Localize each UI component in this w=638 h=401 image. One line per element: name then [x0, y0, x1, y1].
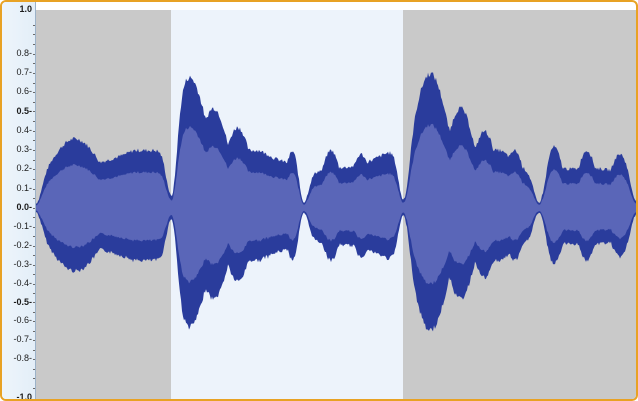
ruler-minor-tick — [33, 63, 35, 64]
ruler-minor-tick — [33, 83, 35, 84]
ruler-minor-tick — [33, 217, 35, 218]
ruler-minor-tick — [33, 284, 35, 285]
waveform-rms — [36, 123, 636, 285]
ruler-minor-tick — [33, 131, 35, 132]
ruler-minor-tick — [33, 73, 35, 74]
ruler-label: -0.8- — [13, 353, 32, 364]
ruler-label: -0.1- — [13, 220, 32, 231]
ruler-minor-tick — [33, 236, 35, 237]
ruler-label: 0.8- — [16, 47, 32, 58]
ruler-minor-tick — [33, 189, 35, 190]
ruler-minor-tick — [33, 160, 35, 161]
amplitude-ruler: 1.0 0.8- 0.7- 0.6- 0.5- 0.4- 0.3- 0.2- 0.1- 0.0- -… — [2, 2, 36, 401]
ruler-minor-tick — [33, 179, 35, 180]
ruler-minor-tick — [33, 255, 35, 256]
ruler-label: 1.0 — [19, 4, 32, 14]
ruler-minor-tick — [33, 92, 35, 93]
ruler-minor-tick — [33, 121, 35, 122]
ruler-minor-tick — [33, 302, 35, 303]
ruler-minor-tick — [33, 350, 35, 351]
ruler-minor-tick — [33, 331, 35, 332]
ruler-label: -0.6- — [13, 315, 32, 326]
ruler-minor-tick — [33, 293, 35, 294]
ruler-minor-tick — [33, 369, 35, 370]
ruler-label: -0.2- — [13, 239, 32, 250]
ruler-label: 0.3- — [16, 144, 32, 155]
ruler-label: -0.7- — [13, 334, 32, 345]
ruler-minor-tick — [33, 208, 35, 209]
ruler-minor-tick — [33, 312, 35, 313]
ruler-minor-tick — [33, 274, 35, 275]
ruler-minor-tick — [33, 340, 35, 341]
ruler-label: -1.0 — [16, 392, 32, 401]
ruler-minor-tick — [33, 169, 35, 170]
ruler-minor-tick — [33, 54, 35, 55]
ruler-minor-tick — [33, 388, 35, 389]
ruler-minor-tick — [33, 34, 35, 35]
ruler-minor-tick — [33, 265, 35, 266]
ruler-minor-tick — [33, 111, 35, 112]
ruler-minor-tick — [33, 321, 35, 322]
ruler-label: 0.2- — [16, 163, 32, 174]
ruler-label: -0.4- — [13, 277, 32, 288]
ruler-minor-tick — [33, 44, 35, 45]
ruler-minor-tick — [33, 198, 35, 199]
waveform[interactable] — [36, 10, 638, 401]
ruler-minor-tick — [33, 378, 35, 379]
ruler-minor-tick — [33, 150, 35, 151]
ruler-minor-tick — [33, 359, 35, 360]
ruler-label: 0.5- — [16, 105, 32, 116]
ruler-label: 0.0- — [16, 202, 32, 212]
ruler-minor-tick — [33, 25, 35, 26]
ruler-label: 0.6- — [16, 86, 32, 97]
ruler-minor-tick — [33, 246, 35, 247]
ruler-label: -0.3- — [13, 258, 32, 269]
ruler-label: 0.4- — [16, 124, 32, 135]
ruler-minor-tick — [33, 227, 35, 228]
ruler-label: 0.1- — [16, 182, 32, 193]
ruler-label: -0.5- — [13, 296, 32, 307]
audio-track[interactable] — [36, 10, 638, 401]
ruler-minor-tick — [33, 140, 35, 141]
ruler-minor-tick — [33, 102, 35, 103]
ruler-label: 0.7- — [16, 66, 32, 77]
